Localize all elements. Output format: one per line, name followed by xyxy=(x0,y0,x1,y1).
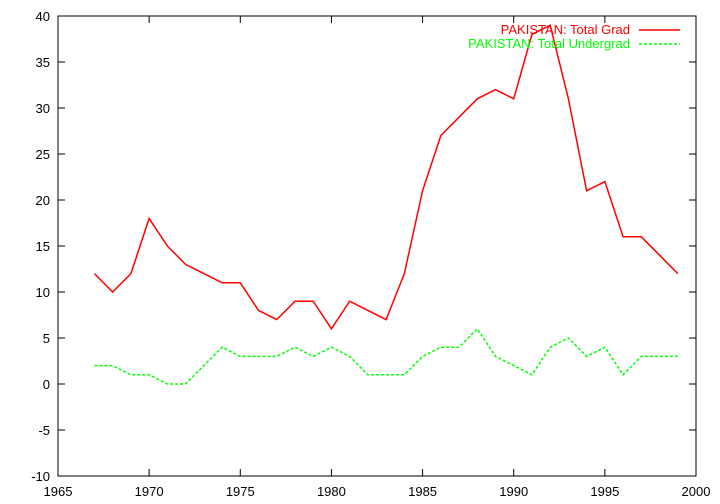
y-tick-label: 30 xyxy=(36,101,50,116)
y-tick-label: 5 xyxy=(43,331,50,346)
x-tick-label: 1965 xyxy=(44,484,73,499)
series-line-total-undergrad xyxy=(94,327,678,385)
legend-label-total-grad: PAKISTAN: Total Grad xyxy=(501,22,630,37)
series-layer xyxy=(93,24,679,385)
y-tick-label: -10 xyxy=(31,469,50,484)
x-tick-label: 1985 xyxy=(408,484,437,499)
x-tick-label: 1975 xyxy=(226,484,255,499)
legend-label-total-undergrad: PAKISTAN: Total Undergrad xyxy=(468,36,630,51)
y-tick-label: 40 xyxy=(36,9,50,24)
y-tick-label: 25 xyxy=(36,147,50,162)
axes: -10 -5 0 5 10 15 20 25 30 35 40 1965 1970 1975 1980 198… xyxy=(31,9,710,499)
y-tick-label: 15 xyxy=(36,239,50,254)
y-tick-label: 0 xyxy=(43,377,50,392)
y-tick-label: -5 xyxy=(38,423,50,438)
series-line-total-grad xyxy=(93,24,679,331)
x-tick-label: 2000 xyxy=(682,484,711,499)
y-tick-label: 10 xyxy=(36,285,50,300)
y-tick-label: 35 xyxy=(36,55,50,70)
x-tick-label: 1980 xyxy=(317,484,346,499)
x-tick-label: 1970 xyxy=(135,484,164,499)
legend: PAKISTAN: Total Grad PAKISTAN: Total Und… xyxy=(468,22,680,51)
x-tick-label: 1990 xyxy=(499,484,528,499)
y-tick-label: 20 xyxy=(36,193,50,208)
x-tick-label: 1995 xyxy=(590,484,619,499)
plot-frame xyxy=(57,15,697,477)
